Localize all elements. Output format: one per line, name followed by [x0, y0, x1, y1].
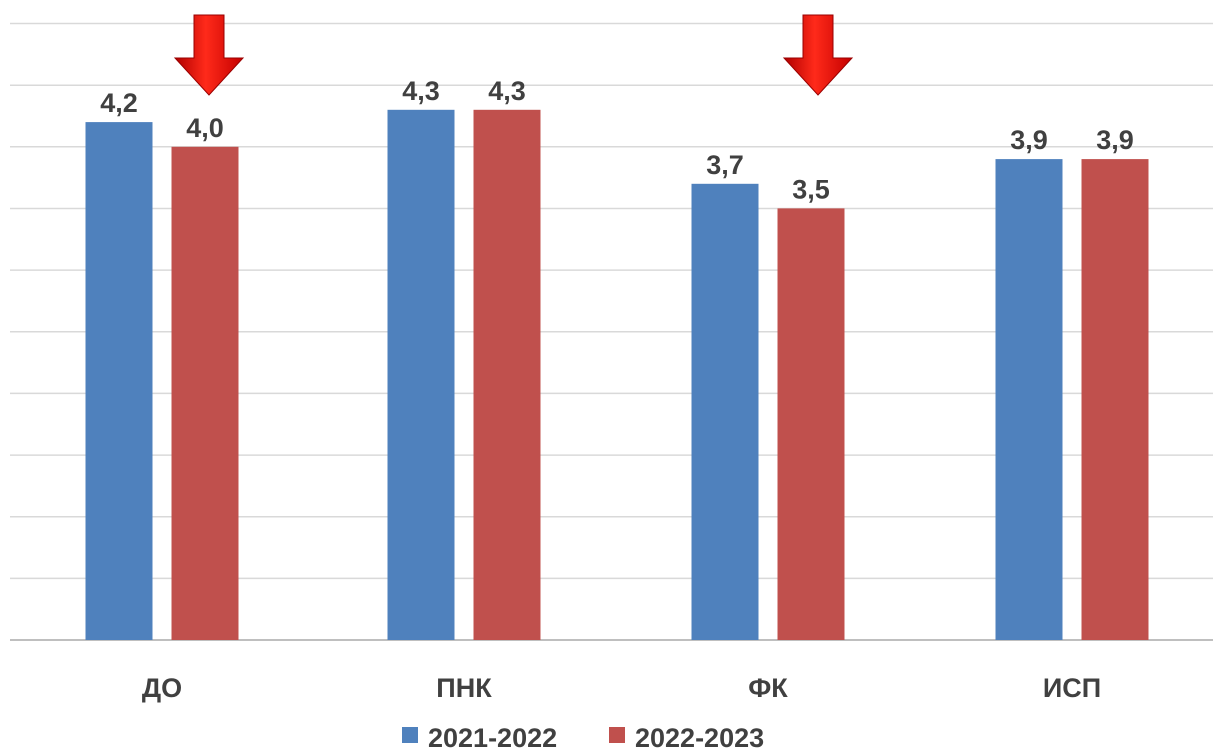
legend-label: 2022-2023 [635, 723, 764, 752]
data-label: 3,9 [1010, 125, 1048, 155]
bar-2021-2022-ДО [85, 122, 153, 641]
legend-label: 2021-2022 [428, 723, 557, 752]
legend-swatch [609, 727, 625, 743]
down-arrow-icon [173, 14, 245, 96]
category-label: ДО [142, 673, 182, 703]
bar-2022-2023-ПНК [473, 109, 541, 641]
data-label: 3,9 [1096, 125, 1134, 155]
bar-2021-2022-ФК [691, 183, 759, 641]
category-label: ПНК [436, 673, 492, 703]
data-label: 4,2 [100, 88, 138, 118]
bar-2022-2023-ИСП [1081, 159, 1149, 640]
category-label: ФК [748, 673, 788, 703]
data-label: 3,7 [706, 150, 744, 180]
down-arrow-icon [782, 14, 854, 96]
bar-2021-2022-ПНК [387, 109, 455, 641]
data-label: 3,5 [792, 174, 830, 204]
bar-2022-2023-ФК [777, 208, 845, 640]
bar-2022-2023-ДО [171, 146, 239, 641]
data-label: 4,3 [488, 76, 526, 106]
category-label: ИСП [1043, 673, 1101, 703]
data-label: 4,0 [186, 113, 224, 143]
legend-swatch [402, 727, 418, 743]
data-label: 4,3 [402, 76, 440, 106]
bar-2021-2022-ИСП [995, 159, 1063, 640]
